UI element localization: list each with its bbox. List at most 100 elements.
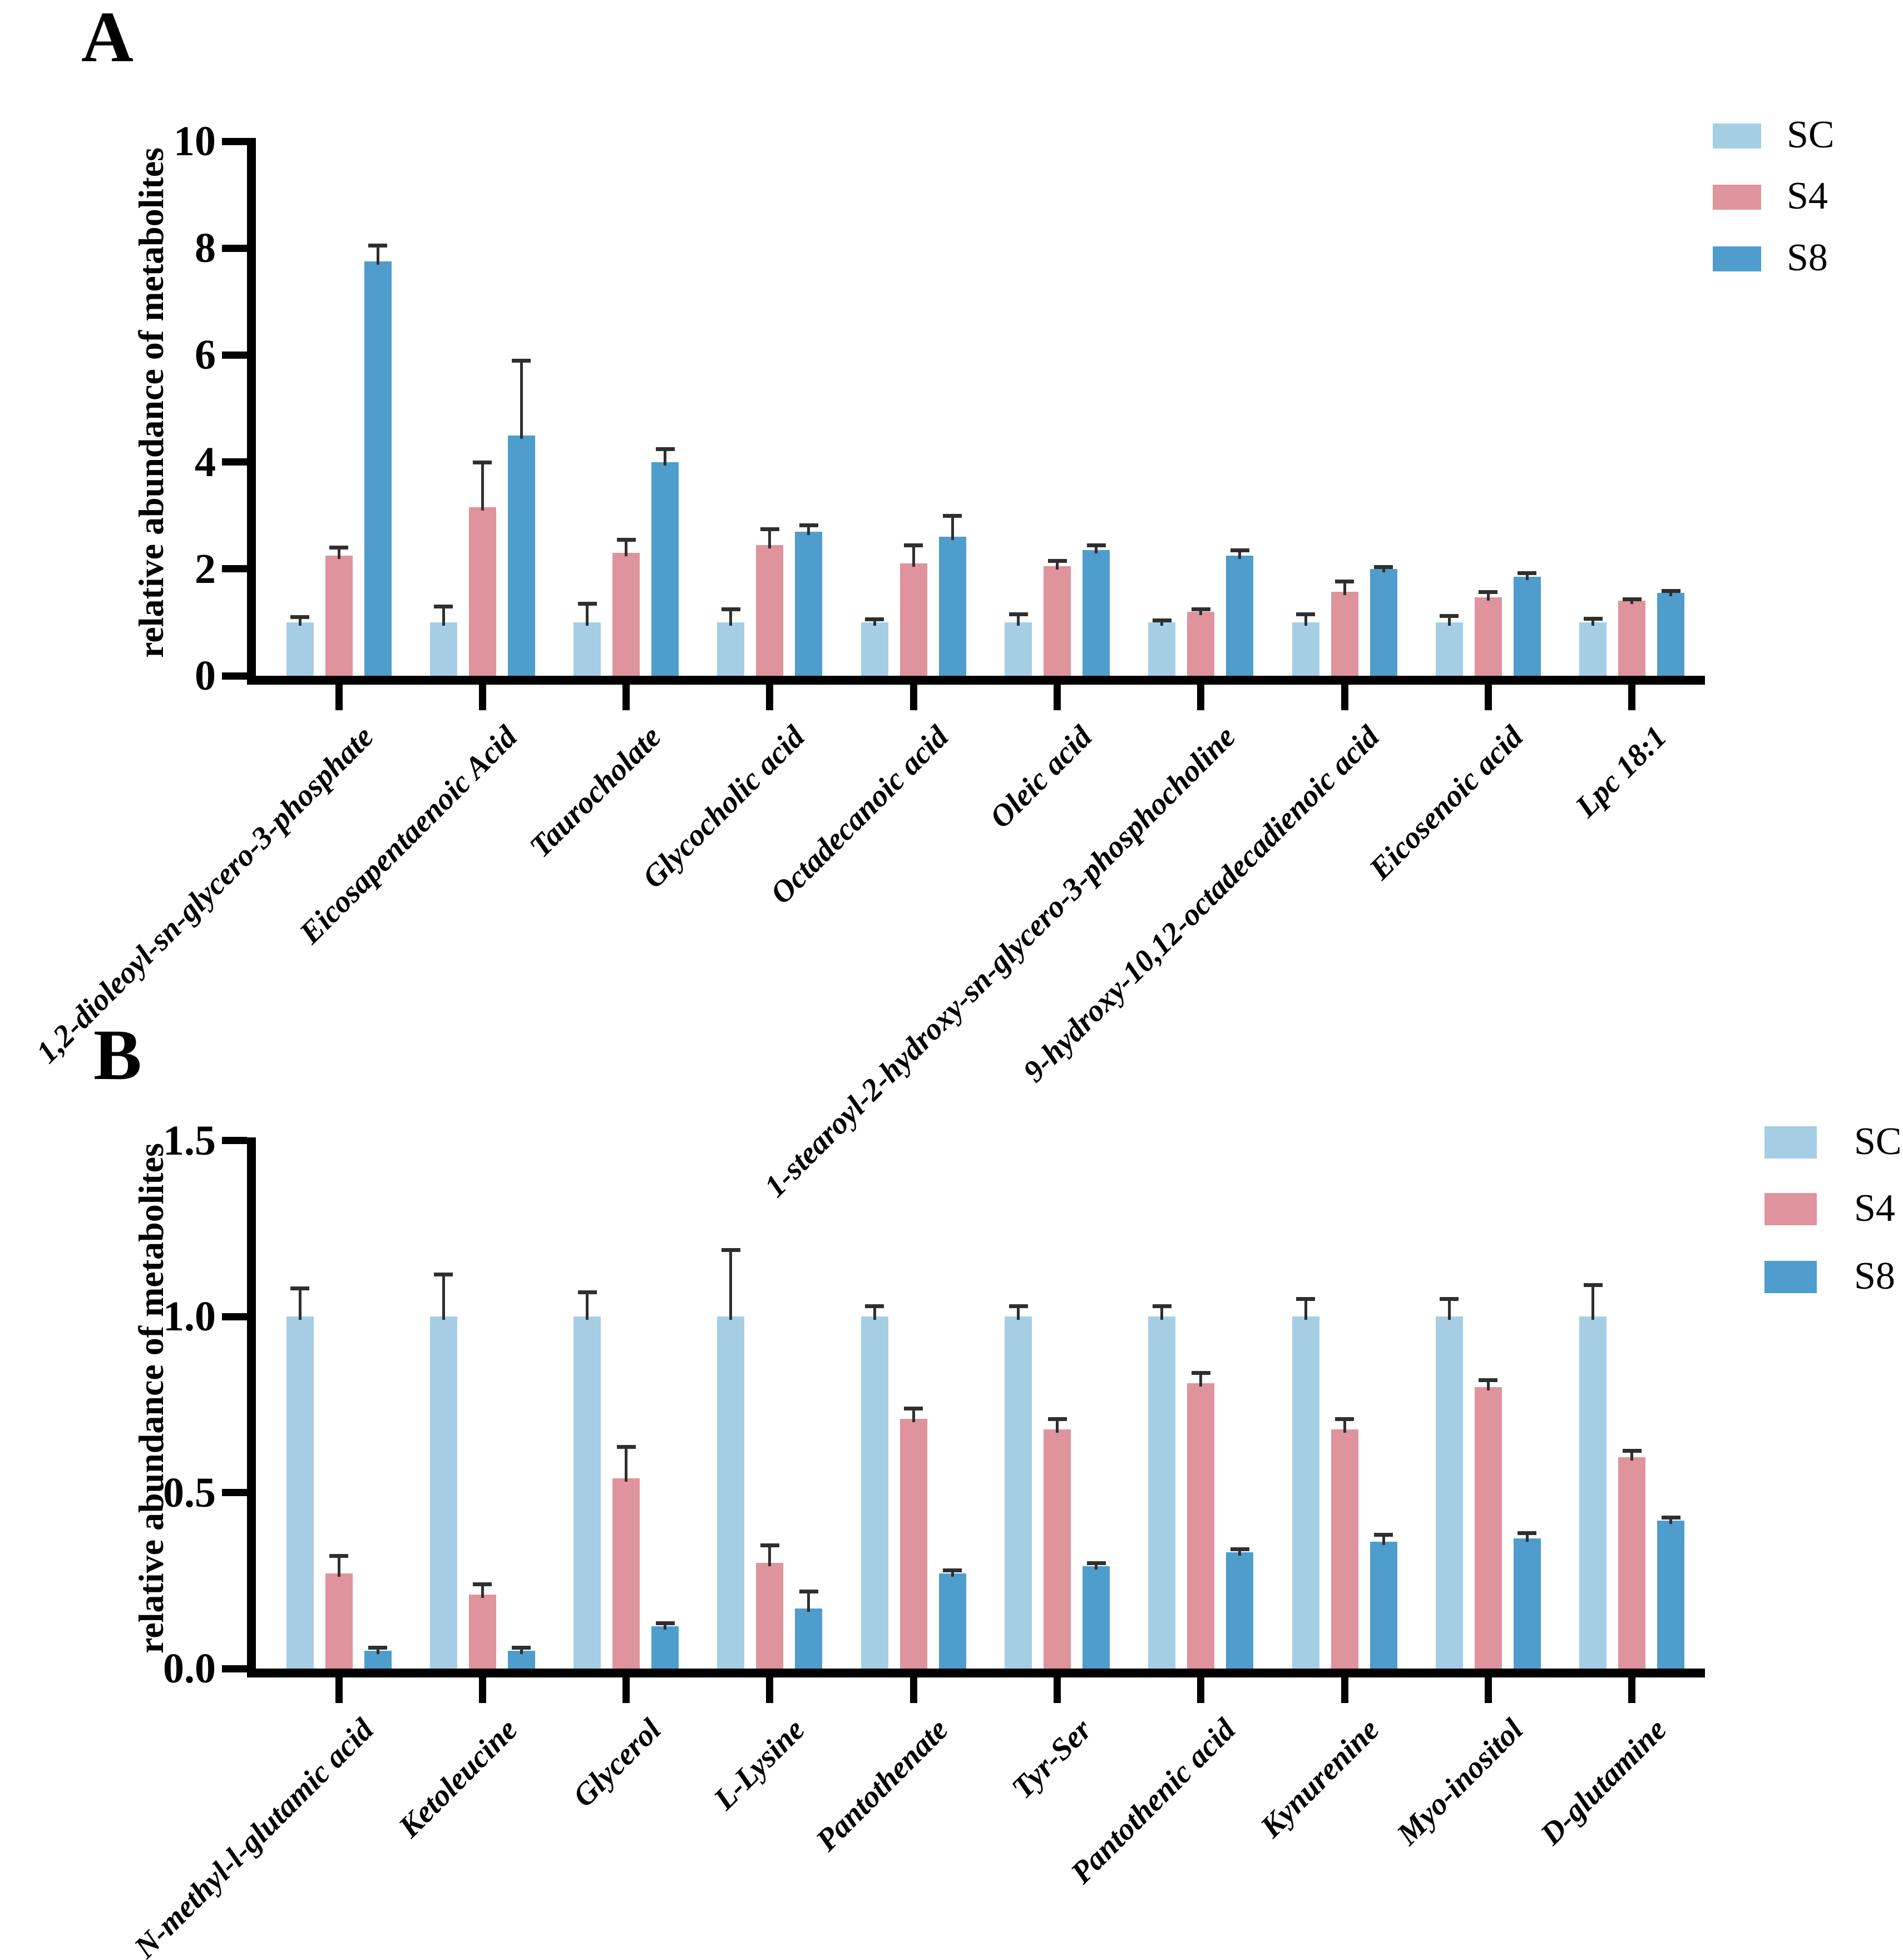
panel-b-bar-sc-6 xyxy=(1148,1316,1176,1669)
panel-a-error-bar-cap xyxy=(1086,543,1106,547)
panel-b-error-bar-stem xyxy=(1630,1450,1634,1461)
panel-b-error-bar-cap xyxy=(1622,1448,1642,1453)
panel-a-x-axis xyxy=(247,676,1705,685)
panel-a-bar-sc-9 xyxy=(1579,622,1607,676)
panel-a-bar-sc-6 xyxy=(1148,622,1176,676)
panel-b-bar-s8-4 xyxy=(938,1573,966,1669)
panel-b-error-bar-cap xyxy=(1086,1561,1106,1566)
panel-a-error-bar-stem xyxy=(1095,545,1098,554)
panel-a-error-bar-stem xyxy=(442,606,445,626)
panel-a-y-tick xyxy=(222,672,247,680)
panel-b-category-label: Pantothenate xyxy=(809,1712,955,1858)
panel-a-error-bar-stem xyxy=(873,619,876,626)
panel-b-category-label: D-glutamine xyxy=(1534,1712,1674,1852)
panel-b-bar-s8-6 xyxy=(1226,1552,1254,1669)
panel-a-error-bar-cap xyxy=(1479,590,1498,595)
legend-label-s8: S8 xyxy=(1854,1254,1895,1298)
panel-b-error-bar-stem xyxy=(625,1447,628,1482)
panel-a-y-axis xyxy=(247,138,256,685)
panel-a-bar-s4-4 xyxy=(899,563,927,676)
panel-b-error-bar-stem xyxy=(1382,1535,1385,1546)
panel-a-bar-s4-2 xyxy=(612,552,640,676)
legend-label-s4: S4 xyxy=(1787,175,1828,218)
panel-b-error-bar-stem xyxy=(1095,1563,1098,1570)
panel-a-error-bar-cap xyxy=(1335,579,1355,583)
panel-a-error-bar-cap xyxy=(1440,614,1459,618)
panel-a-y-tick xyxy=(222,565,247,573)
panel-b-error-bar-cap xyxy=(1661,1515,1680,1520)
panel-b-bar-s4-3 xyxy=(756,1563,784,1669)
panel-a-y-tick-label: 0 xyxy=(195,652,216,699)
panel-a-bar-sc-3 xyxy=(717,622,745,676)
panel-b-error-bar-cap xyxy=(368,1646,387,1650)
panel-b-bar-sc-7 xyxy=(1292,1316,1319,1669)
panel-b-error-bar-stem xyxy=(481,1584,484,1598)
legend-swatch-s8 xyxy=(1713,246,1761,271)
legend-swatch-s8 xyxy=(1764,1261,1817,1293)
panel-b-bar-sc-1 xyxy=(429,1316,457,1669)
panel-b-error-bar-cap xyxy=(290,1286,309,1291)
panel-b-error-bar-cap xyxy=(1191,1371,1210,1375)
panel-a-error-bar-cap xyxy=(1622,597,1642,601)
panel-a-error-bar-cap xyxy=(904,543,923,547)
legend-label-sc: SC xyxy=(1787,113,1835,157)
panel-a-bar-sc-8 xyxy=(1435,622,1463,676)
panel-a-error-bar-stem xyxy=(1447,616,1451,626)
panel-b-x-tick xyxy=(1341,1677,1348,1703)
panel-a-category-label: Eicosenoic acid xyxy=(1362,719,1530,887)
panel-b-bar-s4-6 xyxy=(1187,1383,1215,1669)
panel-b-category-label: Ketoleucine xyxy=(392,1712,524,1845)
panel-a-bar-s4-0 xyxy=(325,555,353,676)
panel-b-error-bar-cap xyxy=(1440,1297,1459,1301)
panel-a-error-bar-cap xyxy=(799,523,818,527)
panel-a-error-bar-cap xyxy=(577,602,597,606)
panel-b-bar-sc-5 xyxy=(1005,1316,1032,1669)
panel-a-error-bar-cap xyxy=(1230,548,1249,553)
panel-a-y-tick-label: 4 xyxy=(195,438,216,486)
legend-swatch-s4 xyxy=(1713,185,1761,210)
panel-a-y-axis-title: relative abundance of metabolites xyxy=(131,147,171,658)
panel-b-bar-s4-5 xyxy=(1044,1429,1071,1669)
panel-a-bar-s8-7 xyxy=(1370,568,1397,676)
panel-a-error-bar-stem xyxy=(664,448,667,466)
panel-b-category-label: Tyr-Ser xyxy=(1005,1712,1099,1806)
panel-b-error-bar-stem xyxy=(1304,1299,1307,1320)
panel-b-bar-sc-0 xyxy=(286,1316,314,1669)
panel-b-error-bar-stem xyxy=(1525,1533,1529,1542)
panel-b-x-tick xyxy=(1197,1677,1205,1703)
panel-b-bar-s4-4 xyxy=(899,1418,927,1669)
panel-a-error-bar-stem xyxy=(298,617,301,626)
panel-a-bar-sc-7 xyxy=(1292,622,1319,676)
panel-a-error-bar-cap xyxy=(1583,617,1603,621)
panel-b-error-bar-cap xyxy=(329,1554,348,1558)
panel-a-bar-s4-9 xyxy=(1618,601,1646,676)
panel-b-error-bar-stem xyxy=(1056,1418,1059,1433)
panel-b-error-bar-cap xyxy=(1374,1533,1393,1537)
panel-a-x-tick xyxy=(766,685,774,710)
panel-b-error-bar-cap xyxy=(760,1543,779,1548)
panel-a-error-bar-stem xyxy=(1017,614,1020,626)
panel-b-error-bar-stem xyxy=(520,1647,523,1655)
panel-b-category-label: Glycerol xyxy=(566,1712,668,1814)
panel-b-bar-s8-7 xyxy=(1370,1542,1397,1669)
panel-b-error-bar-cap xyxy=(1047,1417,1067,1421)
panel-b-error-bar-stem xyxy=(1160,1306,1164,1320)
panel-a-bar-s8-8 xyxy=(1513,577,1541,676)
panel-a-error-bar-stem xyxy=(912,545,915,567)
panel-a-bar-sc-0 xyxy=(286,622,314,676)
panel-a-y-tick xyxy=(222,244,247,252)
panel-b-x-tick xyxy=(622,1677,630,1703)
panel-b-error-bar-cap xyxy=(616,1445,636,1449)
panel-a-error-bar-cap xyxy=(655,447,675,451)
panel-a-x-tick xyxy=(1484,685,1492,710)
panel-a-error-bar-cap xyxy=(1152,618,1172,623)
panel-a-bar-s4-7 xyxy=(1331,592,1358,676)
panel-b-bar-sc-3 xyxy=(717,1316,745,1669)
panel-a-x-tick xyxy=(622,685,630,710)
panel-a-error-bar-cap xyxy=(473,460,492,464)
legend-swatch-sc xyxy=(1764,1126,1817,1159)
panel-b-error-bar-stem xyxy=(768,1545,772,1567)
panel-b-error-bar-stem xyxy=(442,1274,445,1320)
panel-a-bar-sc-1 xyxy=(429,622,457,676)
panel-a-error-bar-stem xyxy=(1591,618,1595,626)
